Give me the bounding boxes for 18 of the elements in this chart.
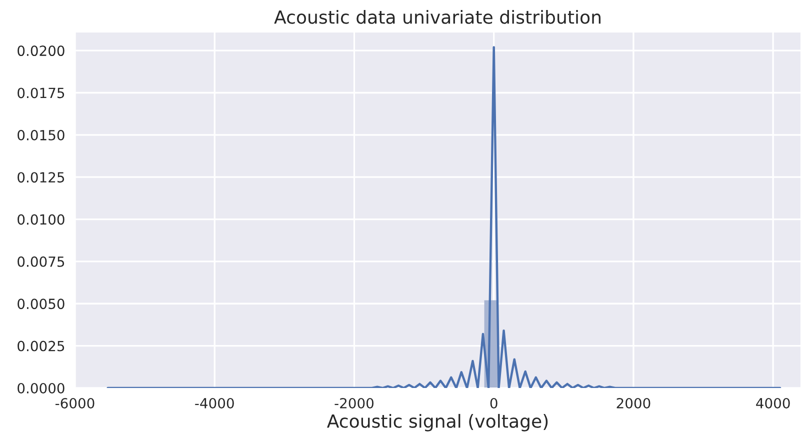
y-tick-label: 0.0000 xyxy=(18,382,64,394)
x-tick-label: -2000 xyxy=(334,398,374,408)
x-tick-label: 4000 xyxy=(756,398,790,408)
x-tick-label: 0 xyxy=(490,398,498,408)
y-tick-label: 0.0150 xyxy=(18,130,64,140)
y-tick-label: 0.0175 xyxy=(18,88,64,98)
chart-title: Acoustic data univariate distribution xyxy=(274,10,600,24)
y-tick-label: 0.0050 xyxy=(18,298,64,310)
y-tick-label: 0.0200 xyxy=(18,46,64,56)
line-series xyxy=(106,46,782,388)
y-tick-label: 0.0100 xyxy=(18,214,64,225)
x-axis-title: Acoustic signal (voltage) xyxy=(326,414,548,432)
x-tick-label: -4000 xyxy=(195,398,234,408)
y-tick-label: 0.0025 xyxy=(18,340,64,352)
x-tick-label: 2000 xyxy=(616,398,650,408)
y-tick-label: 0.0125 xyxy=(18,172,64,183)
x-tick-label: -6000 xyxy=(56,398,94,408)
y-tick-label: 0.0075 xyxy=(18,256,64,267)
